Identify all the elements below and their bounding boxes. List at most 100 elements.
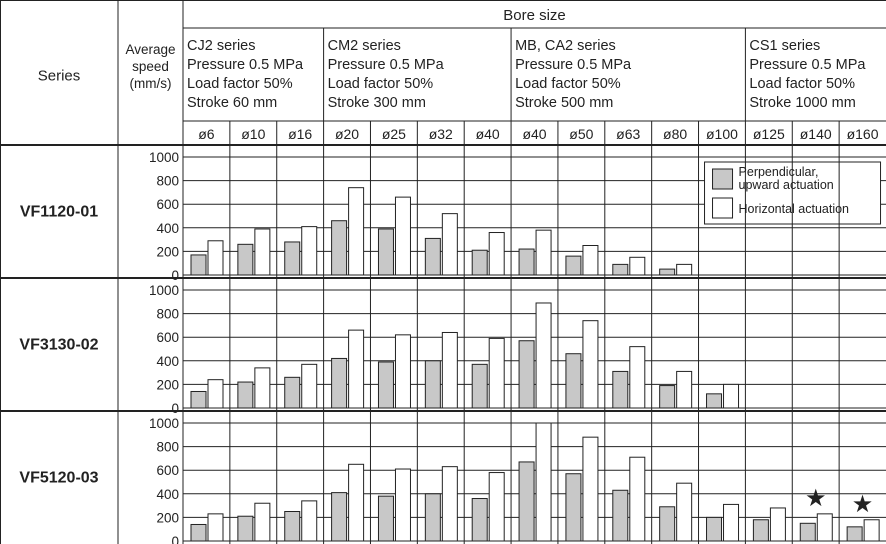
bore-size-tick: ø20	[335, 126, 359, 142]
bar-horizontal	[488, 232, 505, 276]
group-label-line: Load factor 50%	[328, 76, 434, 92]
bar-perpendicular	[846, 526, 863, 542]
bar-perpendicular	[706, 393, 723, 409]
bore-size-tick: ø10	[241, 126, 265, 142]
bore-size-tick: ø40	[476, 126, 500, 142]
bar-perpendicular	[706, 516, 723, 542]
speed-header-label: Average	[125, 42, 175, 57]
y-tick-label: 600	[156, 197, 179, 212]
bar-horizontal	[676, 482, 693, 542]
bar-horizontal	[629, 456, 646, 542]
bar-perpendicular	[424, 360, 441, 409]
bar-perpendicular	[565, 473, 582, 542]
bar-perpendicular	[377, 228, 394, 276]
bar-perpendicular	[424, 237, 441, 276]
bar-horizontal	[629, 256, 646, 276]
bar-horizontal	[394, 334, 411, 409]
chart-panel: VF1120-01 0 200 400 600 800 1000	[20, 150, 886, 283]
bar-horizontal	[535, 422, 552, 542]
legend-label-perpendicular: upward actuation	[739, 178, 834, 192]
bar-perpendicular	[377, 495, 394, 542]
bar-perpendicular	[612, 370, 629, 409]
bar-perpendicular	[237, 381, 254, 409]
bore-size-tick: ø125	[753, 126, 785, 142]
panel-series-label: VF5120-03	[19, 470, 98, 487]
bar-perpendicular	[752, 519, 769, 542]
y-tick-label: 0	[171, 534, 179, 544]
bar-perpendicular	[284, 511, 301, 542]
bar-horizontal	[207, 379, 224, 409]
bar-horizontal	[535, 229, 552, 276]
chart-panel: VF3130-02 0 200 400 600 800 1000	[19, 283, 886, 416]
bar-perpendicular	[659, 385, 676, 409]
y-tick-label: 400	[156, 487, 179, 502]
bore-size-tick: ø16	[288, 126, 312, 142]
speed-header-label: speed	[132, 59, 169, 74]
bore-size-tick: ø40	[522, 126, 546, 142]
group-label-line: Pressure 0.5 MPa	[328, 57, 445, 73]
bar-horizontal	[254, 367, 271, 409]
bar-perpendicular	[237, 515, 254, 542]
bar-horizontal	[254, 228, 271, 276]
bore-size-tick: ø100	[706, 126, 738, 142]
bore-size-tick: ø50	[569, 126, 593, 142]
bar-horizontal	[535, 302, 552, 409]
y-tick-label: 400	[156, 354, 179, 369]
bar-horizontal	[488, 472, 505, 542]
bar-horizontal	[348, 187, 365, 276]
speed-header-label: (mm/s)	[130, 76, 172, 91]
bore-size-tick: ø6	[198, 126, 215, 142]
bar-horizontal	[348, 329, 365, 409]
bar-horizontal	[394, 196, 411, 276]
bar-perpendicular	[565, 255, 582, 276]
table-header: Series Average speed (mm/s) Bore size CJ2 ser…	[38, 7, 879, 142]
bar-perpendicular	[190, 523, 207, 542]
y-tick-label: 0	[171, 401, 179, 416]
bar-horizontal	[676, 370, 693, 409]
y-tick-label: 1000	[149, 150, 179, 165]
group-label-line: Load factor 50%	[515, 76, 621, 92]
y-tick-label: 400	[156, 221, 179, 236]
bar-horizontal	[441, 331, 458, 409]
bar-perpendicular	[518, 461, 535, 542]
bore-size-tick: ø160	[847, 126, 879, 142]
panel-series-label: VF3130-02	[19, 337, 98, 354]
bar-horizontal	[441, 213, 458, 276]
bar-perpendicular	[799, 522, 816, 542]
bar-horizontal	[394, 468, 411, 542]
group-label-line: CS1 series	[749, 38, 820, 54]
bar-perpendicular	[190, 390, 207, 409]
bar-horizontal	[769, 507, 786, 542]
group-label-line: CM2 series	[328, 38, 401, 54]
group-label-line: Stroke 300 mm	[328, 95, 426, 111]
bar-perpendicular	[331, 357, 348, 409]
group-label-line: Pressure 0.5 MPa	[187, 57, 304, 73]
y-tick-label: 800	[156, 307, 179, 322]
bore-size-tick: ø63	[616, 126, 640, 142]
star-mark: ★	[805, 485, 827, 512]
legend-swatch-horizontal	[712, 197, 734, 219]
bar-horizontal	[629, 346, 646, 409]
star-mark: ★	[852, 491, 874, 518]
group-label-line: Pressure 0.5 MPa	[749, 57, 866, 73]
bar-horizontal	[207, 513, 224, 542]
bar-horizontal	[488, 337, 505, 409]
bar-perpendicular	[190, 254, 207, 276]
y-tick-label: 200	[156, 244, 179, 259]
bar-perpendicular	[471, 363, 488, 409]
legend-swatch-perpendicular	[712, 168, 734, 190]
y-tick-label: 0	[171, 268, 179, 283]
bar-perpendicular	[518, 248, 535, 276]
bar-perpendicular	[377, 361, 394, 409]
group-label-line: Pressure 0.5 MPa	[515, 57, 632, 73]
bar-perpendicular	[659, 506, 676, 542]
bar-horizontal	[348, 463, 365, 542]
y-tick-label: 600	[156, 330, 179, 345]
bar-horizontal	[676, 263, 693, 276]
y-tick-label: 600	[156, 463, 179, 478]
y-tick-label: 200	[156, 510, 179, 525]
group-label-line: Stroke 60 mm	[187, 95, 277, 111]
bar-horizontal	[254, 502, 271, 542]
